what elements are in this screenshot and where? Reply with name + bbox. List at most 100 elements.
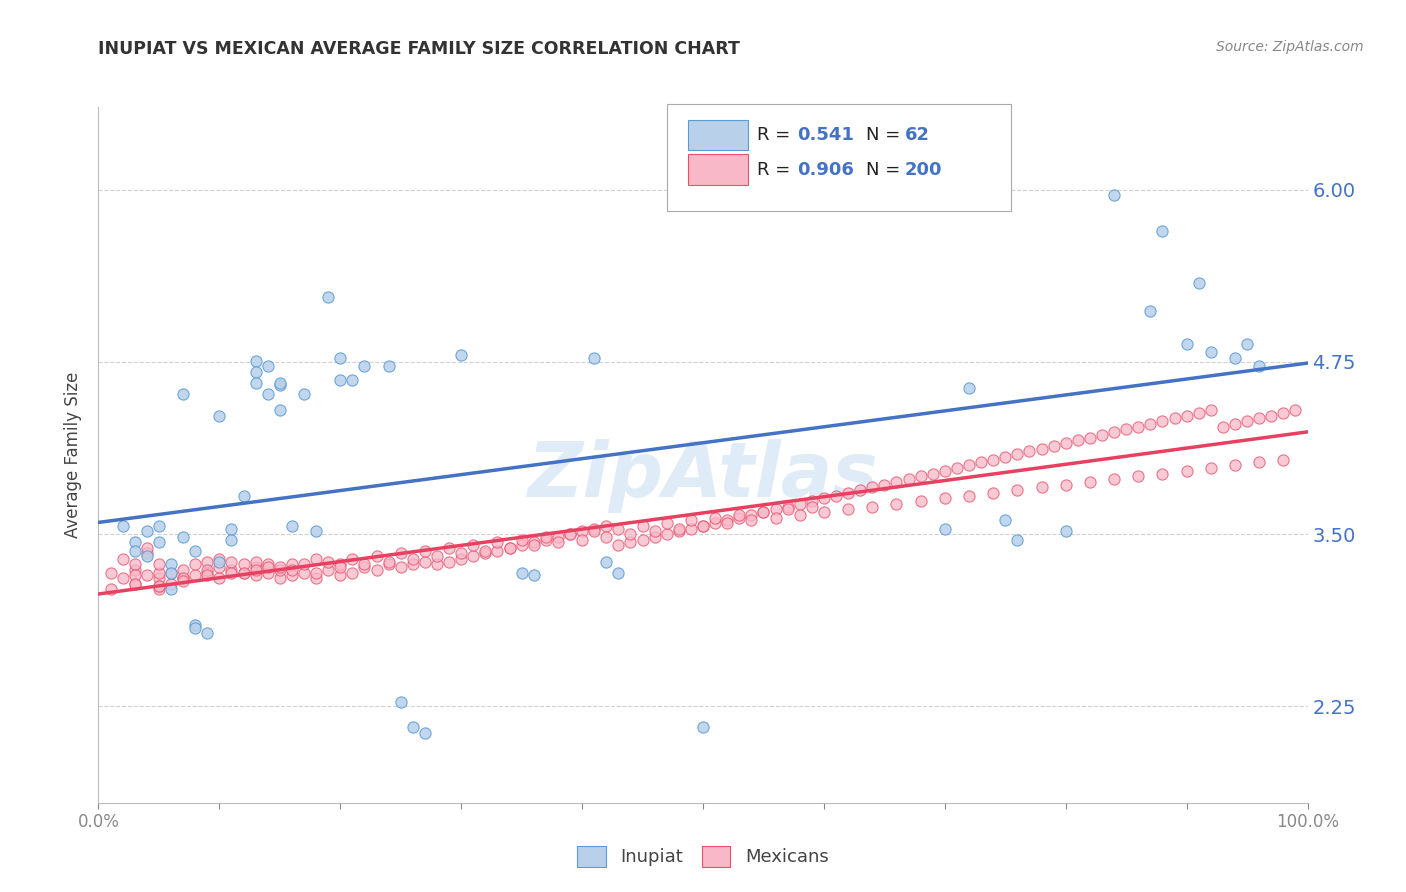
Point [232,566,254,580]
Point [450,546,472,560]
Point [245,568,267,582]
Point [1054,524,1077,539]
Point [1031,442,1053,456]
Point [377,558,399,572]
Point [208,409,231,423]
Point [1067,434,1090,448]
Point [111,552,134,566]
Point [571,524,593,539]
Point [316,555,339,569]
Point [184,568,207,582]
Point [607,522,630,536]
Point [148,535,170,549]
Point [595,519,617,533]
Point [704,516,727,530]
Point [160,582,183,597]
Point [160,558,183,572]
Point [1152,224,1174,238]
Point [463,538,485,552]
Point [305,524,328,539]
Point [765,510,787,524]
Point [619,527,641,541]
Point [740,513,762,527]
Point [1249,359,1271,373]
Point [886,497,908,511]
Point [716,513,738,527]
Point [1188,277,1211,291]
Point [1249,455,1271,469]
Point [245,560,267,574]
Point [957,458,980,473]
Point [245,555,267,569]
Point [342,373,364,387]
Point [1175,464,1198,478]
Point [292,566,315,580]
Point [1175,409,1198,423]
Point [269,571,291,585]
Point [800,494,823,508]
Point [728,510,751,524]
Point [957,381,980,395]
Point [1054,477,1077,491]
Point [607,538,630,552]
Point [281,563,304,577]
Point [837,485,859,500]
Point [1091,428,1114,442]
Point [776,502,799,516]
Point [245,365,267,379]
Point [172,571,194,585]
Point [1139,417,1161,431]
Point [1212,419,1234,434]
Point [910,469,932,483]
Point [281,558,304,572]
Point [668,522,690,536]
Point [910,494,932,508]
Text: N =: N = [866,161,907,178]
Point [100,582,122,597]
Point [1188,406,1211,420]
Text: ZipAtlas: ZipAtlas [527,439,879,513]
Point [1139,304,1161,318]
Point [208,571,231,585]
Point [135,568,157,582]
Text: Source: ZipAtlas.com: Source: ZipAtlas.com [1216,40,1364,54]
Point [377,359,399,373]
Point [100,566,122,580]
Point [1284,403,1306,417]
Point [389,695,412,709]
Point [655,527,678,541]
Point [1102,472,1125,486]
Point [716,516,738,530]
Point [498,541,520,555]
Point [571,533,593,547]
FancyBboxPatch shape [666,103,1011,211]
Point [957,489,980,503]
Point [1236,414,1258,428]
Point [124,576,146,591]
Point [631,519,654,533]
Point [1272,452,1295,467]
Point [668,524,690,539]
Point [172,530,194,544]
Point [1199,461,1222,475]
Point [366,563,388,577]
Point [281,568,304,582]
Point [135,549,157,564]
Point [195,563,218,577]
Point [523,568,546,582]
Point [510,566,533,580]
Point [135,546,157,560]
Point [679,513,702,527]
Point [1042,439,1064,453]
Point [547,530,569,544]
Point [402,552,425,566]
Point [765,502,787,516]
Point [316,563,339,577]
Point [124,535,146,549]
Point [1007,533,1029,547]
Point [329,351,352,365]
Point [655,516,678,530]
Point [269,403,291,417]
Point [353,560,375,574]
Point [366,549,388,564]
